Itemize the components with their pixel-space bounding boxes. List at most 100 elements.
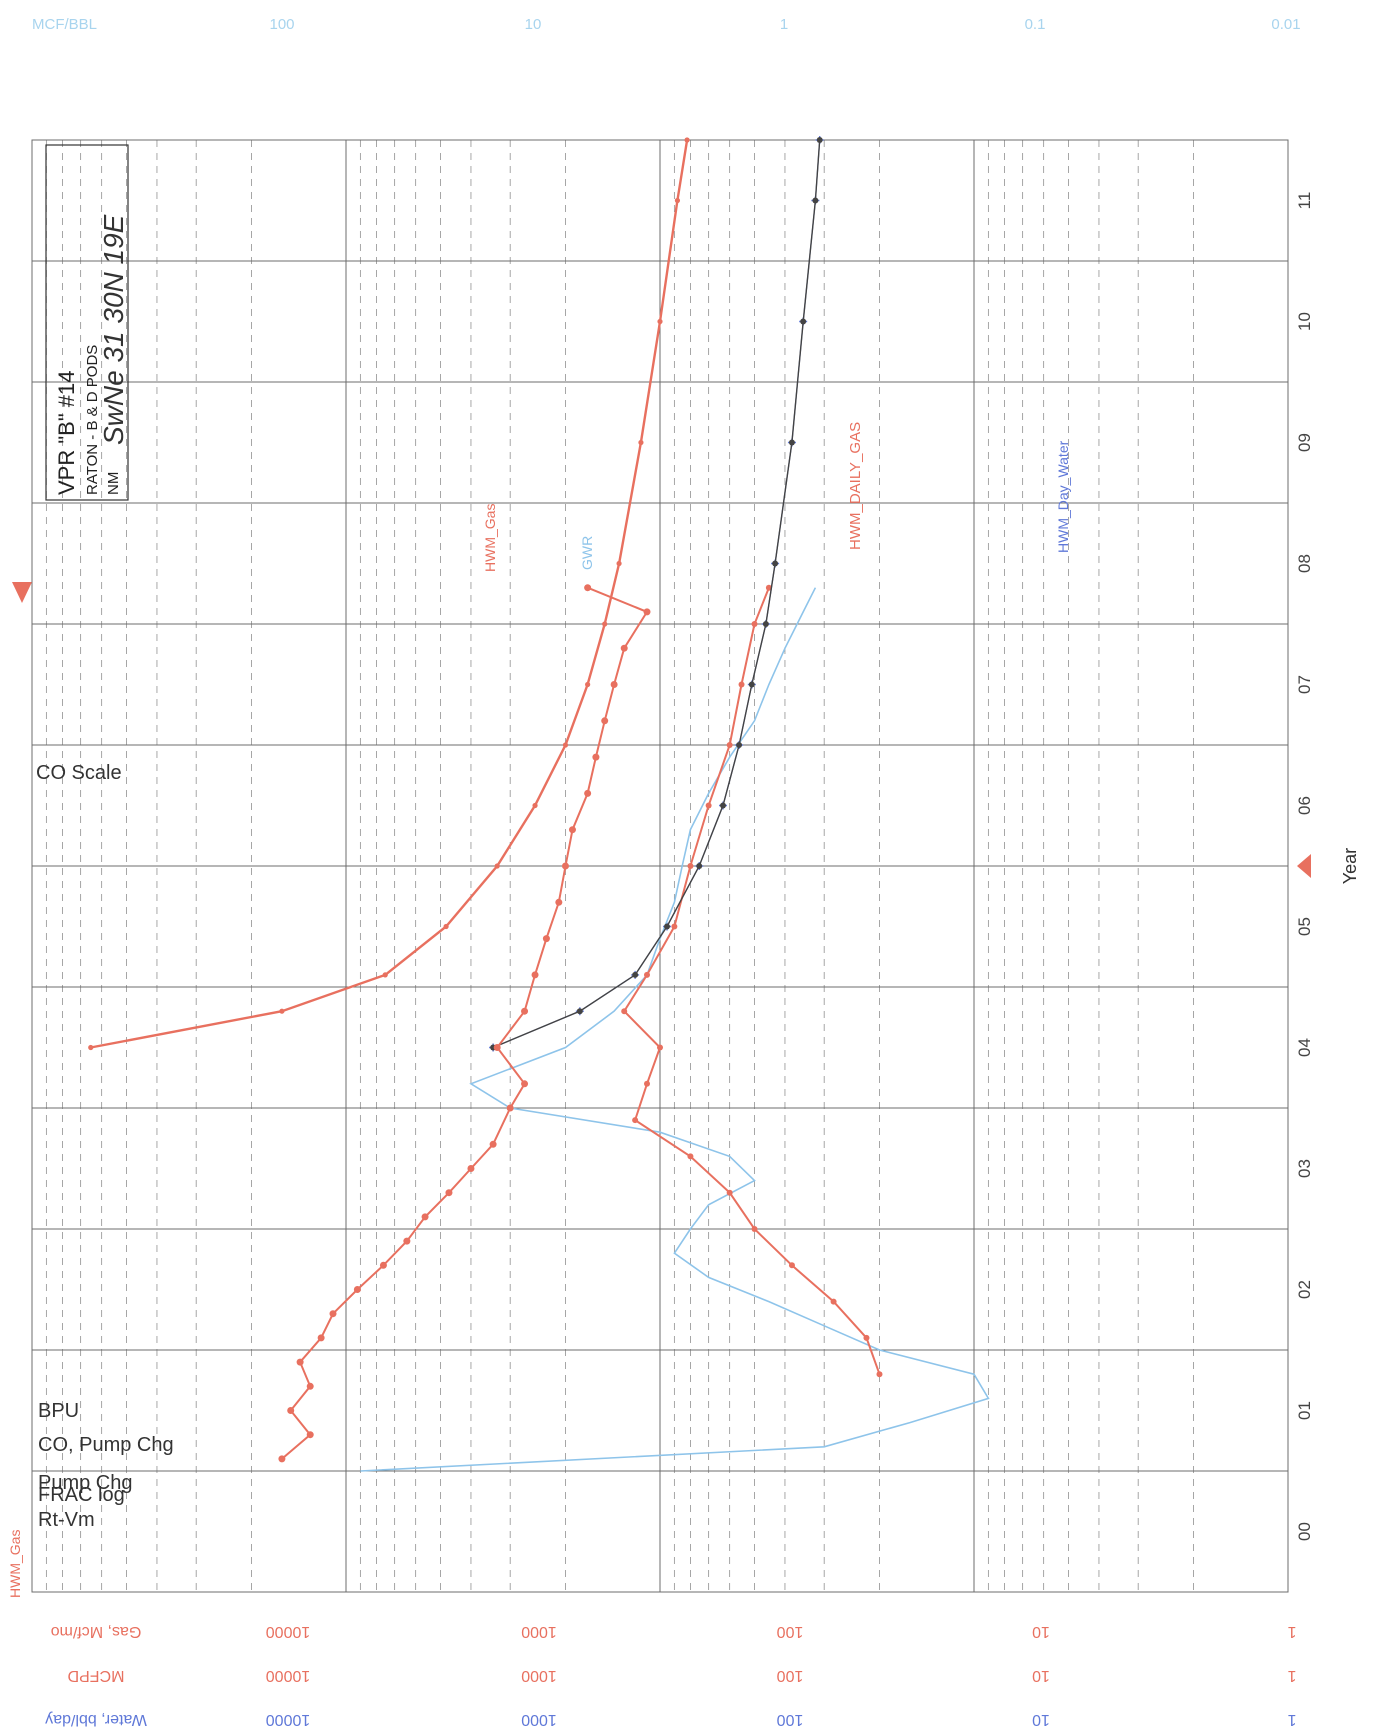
series-layer	[88, 136, 990, 1472]
x-axis-ticks: 00 01 02 03 04 05 06 07 08 09 10 11	[1295, 192, 1314, 1541]
series-forecast-marker	[736, 742, 743, 748]
series-forecast-marker	[772, 560, 779, 567]
series-daily-gas-marker	[644, 971, 651, 978]
series-hwm-gas-decline-marker	[638, 439, 644, 446]
series-hwm-gas-marker	[531, 971, 539, 979]
series-hwm-gas-decline-marker	[684, 137, 690, 143]
series-hwm-gas-marker	[296, 1358, 304, 1366]
top-axis-ticks: 100 10 1 0.1 0.01	[269, 16, 1300, 33]
x-axis-tick: 06	[1295, 796, 1314, 815]
series-forecast-marker	[720, 802, 727, 809]
left-axis-tick: 10	[1032, 1623, 1050, 1640]
series-hwm-gas-decline-marker	[532, 802, 538, 809]
left-axis-tick: 1000	[521, 1711, 557, 1728]
series-hwm-gas-decline-marker	[657, 318, 663, 325]
x-axis-tick: 00	[1295, 1522, 1314, 1541]
left-axis-tick: 10000	[266, 1623, 311, 1640]
title-line2: RATON - B & D PODS	[84, 345, 101, 495]
title-line3: NM	[105, 472, 122, 495]
top-axis-tick: 1	[780, 16, 788, 33]
series-hwm-gas-marker	[592, 753, 600, 761]
corner-label: HWM_Gas	[7, 1530, 23, 1598]
left-axis-tick: 1	[1287, 1623, 1296, 1640]
series-daily-gas-marker	[705, 802, 712, 809]
left-axis-tick: 100	[777, 1667, 804, 1684]
series-forecast-marker	[788, 439, 795, 446]
left-axis-tick: 1	[1287, 1711, 1296, 1728]
series-label-water: HWM_Day_Water	[1055, 440, 1071, 553]
series-hwm-gas-marker	[568, 826, 576, 834]
series-daily-gas-marker	[687, 1153, 694, 1160]
x-axis-title: Year	[1340, 848, 1360, 884]
series-hwm-gas-marker	[643, 608, 651, 616]
series-hwm-gas-marker	[555, 898, 563, 906]
title-handwritten: SwNe 31 30N 19E	[98, 214, 129, 445]
series-label-hwm-gas: HWM_Gas	[482, 504, 498, 572]
series-hwm-gas-decline-marker	[494, 863, 500, 869]
title-box	[45, 144, 129, 501]
series-hwm-gas-decline-marker	[382, 972, 388, 978]
series-forecast-marker	[748, 681, 755, 688]
series-daily-gas-marker	[876, 1371, 883, 1378]
left-axis-label: MCFPD	[68, 1667, 125, 1684]
x-axis-tick: 04	[1295, 1038, 1314, 1057]
event-co-scale: CO Scale	[36, 762, 122, 784]
series-forecast-marker	[812, 197, 819, 204]
x-axis-tick: 03	[1295, 1159, 1314, 1178]
left-axis-tick: 1000	[521, 1667, 557, 1684]
series-label-gwr: GWR	[579, 536, 595, 570]
series-forecast-marker	[800, 318, 807, 325]
series-hwm-gas-marker	[493, 1044, 501, 1051]
series-daily-gas-marker	[621, 1008, 628, 1015]
series-forecast-marker	[663, 923, 670, 930]
series-hwm-gas-decline-marker	[443, 923, 449, 930]
title-text: VPR "B" #14 RATON - B & D PODS NM SwNe 3…	[54, 214, 129, 495]
event-pump-chg: Pump Chg	[38, 1472, 133, 1494]
series-forecast-marker	[576, 1008, 583, 1015]
series-hwm-gas-marker	[601, 717, 609, 725]
left-axis-tick: 10000	[266, 1711, 311, 1728]
series-hwm-gas-marker	[584, 789, 592, 797]
series-hwm-gas-marker	[306, 1431, 314, 1439]
series-label-daily-gas: HWM_DAILY_GAS	[847, 422, 864, 550]
title-line1: VPR "B" #14	[54, 371, 79, 495]
left-axis-tick: 10	[1032, 1711, 1050, 1728]
series-hwm-gas-marker	[561, 862, 569, 870]
series-forecast-marker	[696, 863, 703, 869]
series-daily-gas-marker	[765, 584, 772, 591]
series-hwm-gas-decline	[90, 139, 689, 1049]
series-hwm-gas-marker	[542, 935, 550, 943]
marker-triangle-right	[1297, 854, 1311, 878]
series-hwm-gas-decline-marker	[88, 1044, 94, 1051]
series-hwm-gas-marker	[317, 1334, 325, 1342]
series-hwm-gas-marker	[620, 644, 628, 652]
series-forecast-marker	[762, 621, 769, 627]
series-daily-gas-marker	[751, 621, 758, 627]
series-daily-gas-marker	[671, 923, 678, 930]
x-axis-tick: 02	[1295, 1280, 1314, 1299]
left-axes: Gas, Mcf/mo 10000 1000 100 10 1 MCFPD 10000 1000…	[45, 1623, 1296, 1728]
event-bpu: BPU	[38, 1400, 79, 1422]
left-axis-tick: 100	[777, 1623, 804, 1640]
left-axis-tick: 100	[777, 1711, 804, 1728]
left-axis-tick: 10	[1032, 1667, 1050, 1684]
series-hwm-gas-decline-marker	[585, 681, 591, 688]
series-hwm-gas-marker	[610, 681, 618, 688]
x-axis-tick: 11	[1295, 192, 1314, 210]
series-hwm-gas-marker	[278, 1455, 286, 1463]
event-rt-vm: Rt-Vm	[38, 1509, 95, 1531]
x-axis-tick: 09	[1295, 433, 1314, 452]
series-forecast-marker	[632, 971, 639, 978]
series-hwm-gas-decline-marker	[279, 1008, 285, 1014]
series-forecast-line	[492, 139, 821, 1049]
series-daily-gas-marker	[830, 1298, 837, 1305]
x-axis-tick: 07	[1295, 675, 1314, 694]
top-axis-tick: 0.01	[1271, 16, 1300, 33]
series-daily-gas-marker	[726, 742, 733, 748]
x-axis-tick: 05	[1295, 917, 1314, 936]
series-hwm-gas-marker	[521, 1007, 529, 1015]
series-hwm-gas-marker	[306, 1382, 314, 1390]
marker-triangle-top	[12, 582, 32, 603]
series-hwm-gas-decline-marker	[602, 621, 608, 627]
